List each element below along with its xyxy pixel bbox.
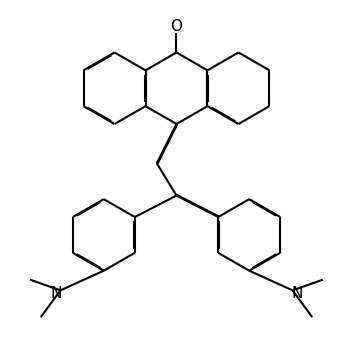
Text: N: N xyxy=(291,286,303,301)
Text: N: N xyxy=(50,286,62,301)
Text: O: O xyxy=(170,19,183,34)
